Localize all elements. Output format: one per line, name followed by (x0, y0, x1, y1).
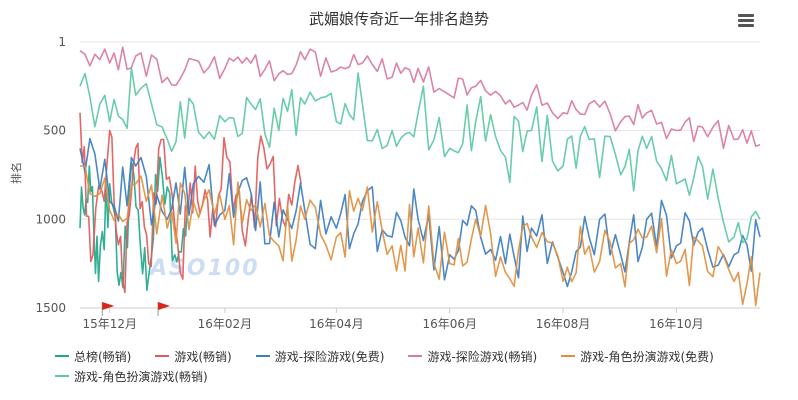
x-tick-label: 16年06月 (422, 317, 477, 331)
flag-icon[interactable] (158, 302, 171, 310)
x-tick-label: 16年04月 (309, 317, 364, 331)
legend-swatch (155, 355, 170, 357)
legend-swatch (55, 355, 69, 357)
menu-bar-icon (738, 19, 754, 22)
series-line-1 (79, 112, 302, 294)
y-tick-label: 1500 (35, 301, 66, 315)
legend-swatch (408, 355, 423, 357)
legend-item[interactable]: 总榜(畅销) (55, 348, 131, 364)
chart-title: 武媚娘传奇近一年排名趋势 (308, 10, 489, 28)
legend-label: 总榜(畅销) (74, 349, 132, 364)
flag-icon[interactable] (102, 302, 115, 310)
legend-item[interactable]: 游戏(畅销) (155, 348, 232, 364)
x-tick-label: 15年12月 (82, 317, 137, 331)
legend-label: 游戏-角色扮演游戏(畅销) (74, 369, 208, 384)
chart-legend: 总榜(畅销) 游戏(畅销) 游戏-探险游戏(免费) 游戏-探险游戏(畅销) 游戏-角色扮… (55, 346, 775, 386)
watermark-logo: ASO100 (150, 256, 260, 281)
series-line-5 (79, 67, 761, 244)
legend-item[interactable]: 游戏-角色扮演游戏(免费) (561, 348, 714, 364)
legend-label: 游戏-角色扮演游戏(免费) (580, 349, 714, 364)
series-line-3 (79, 46, 761, 149)
series-line-0 (79, 156, 189, 292)
y-tick-label: 1000 (35, 212, 66, 226)
x-tick-label: 16年10月 (649, 317, 704, 331)
series-line-2 (79, 137, 761, 288)
legend-item[interactable]: 游戏-探险游戏(免费) (255, 348, 385, 364)
legend-item[interactable]: 游戏-角色扮演游戏(畅销) (55, 368, 208, 384)
legend-label: 游戏-探险游戏(畅销) (427, 349, 538, 364)
x-tick-label: 16年02月 (198, 317, 253, 331)
menu-bar-icon (738, 24, 754, 27)
legend-swatch (255, 355, 270, 357)
y-tick-label: 1 (58, 35, 66, 49)
legend-label: 游戏(畅销) (174, 349, 232, 364)
menu-bar-icon (738, 14, 754, 17)
chart-menu-button[interactable] (735, 12, 757, 32)
y-tick-label: 500 (43, 124, 66, 138)
legend-swatch (55, 375, 69, 377)
legend-label: 游戏-探险游戏(免费) (274, 349, 385, 364)
series-line-4 (80, 165, 761, 307)
legend-item[interactable]: 游戏-探险游戏(畅销) (408, 348, 537, 364)
legend-swatch (561, 355, 576, 357)
x-tick-label: 16年08月 (536, 317, 591, 331)
